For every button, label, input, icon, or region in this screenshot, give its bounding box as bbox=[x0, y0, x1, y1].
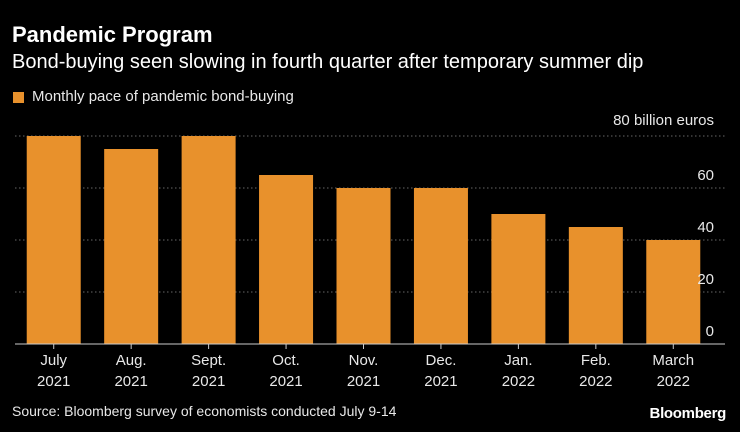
bloomberg-logo: Bloomberg bbox=[649, 405, 727, 422]
y-tick-label: 60 bbox=[697, 167, 714, 184]
bar bbox=[646, 240, 701, 344]
bar bbox=[413, 188, 468, 344]
chart-title: Pandemic Program bbox=[12, 22, 213, 47]
y-tick-label: 40 bbox=[697, 219, 714, 236]
bar bbox=[568, 227, 623, 344]
legend-swatch bbox=[13, 91, 24, 103]
x-tick-label: Oct. 2021 bbox=[269, 352, 302, 390]
x-tick-label: July 2021 bbox=[37, 352, 70, 390]
bar bbox=[26, 136, 81, 344]
y-tick-label: 20 bbox=[697, 271, 714, 288]
x-axis-ticks: July 2021 Aug. 2021 Sept. 2021 Oct. 2021 Nov. 202… bbox=[37, 344, 694, 390]
y-tick-label: 0 bbox=[706, 323, 714, 340]
bar bbox=[259, 175, 314, 344]
x-tick-label: Sept. 2021 bbox=[191, 352, 226, 390]
x-tick-label: Aug. 2021 bbox=[114, 352, 147, 390]
x-tick-label: Dec. 2021 bbox=[424, 352, 457, 390]
bar bbox=[104, 149, 159, 344]
source-note: Source: Bloomberg survey of economists c… bbox=[12, 403, 397, 419]
bar bbox=[181, 136, 236, 344]
legend-label: Monthly pace of pandemic bond-buying bbox=[32, 88, 294, 105]
bar bbox=[491, 214, 546, 344]
legend: Monthly pace of pandemic bond-buying bbox=[13, 88, 294, 106]
bar bbox=[336, 188, 391, 344]
x-tick-label: Feb. 2022 bbox=[579, 352, 612, 390]
y-axis-ticks: 0 20 40 60 bbox=[697, 167, 714, 340]
y-axis-unit-label: 80 billion euros bbox=[613, 112, 714, 129]
chart-subtitle: Bond-buying seen slowing in fourth quart… bbox=[12, 51, 644, 73]
x-tick-label: Jan. 2022 bbox=[502, 352, 535, 390]
x-tick-label: Nov. 2021 bbox=[347, 352, 380, 390]
bars bbox=[26, 136, 701, 344]
x-tick-label: March 2022 bbox=[652, 352, 694, 390]
